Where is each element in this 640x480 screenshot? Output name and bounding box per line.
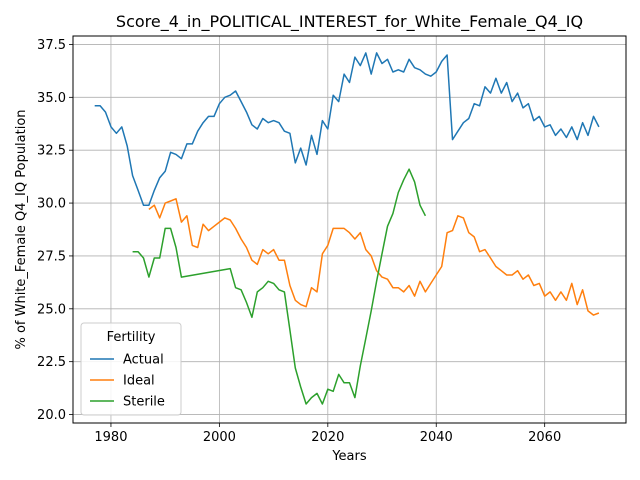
legend-box	[80, 322, 182, 416]
x-tick-label: 2000	[203, 430, 236, 445]
series-line-sterile	[132, 168, 427, 405]
x-axis-title: Years	[331, 449, 367, 464]
x-tick-label: 2020	[311, 430, 344, 445]
plot-frame	[72, 35, 627, 424]
y-tick-label: 22.5	[37, 355, 66, 370]
series-line-actual	[94, 52, 600, 206]
legend-title: Fertility	[107, 330, 156, 345]
legend-label-actual: Actual	[123, 353, 164, 368]
y-tick-label: 25.0	[37, 302, 66, 317]
y-axis-title: % of White_Female Q4_IQ Population	[14, 109, 29, 349]
y-tick-label: 20.0	[37, 408, 66, 423]
legend: Fertility Actual Ideal Sterile	[80, 322, 182, 416]
legend-label-sterile: Sterile	[123, 395, 165, 410]
y-tick-label: 35.0	[37, 91, 66, 106]
y-tick-label: 37.5	[37, 38, 66, 53]
x-tick-label: 2040	[420, 430, 453, 445]
legend-label-ideal: Ideal	[123, 374, 155, 389]
series-line-ideal	[148, 198, 600, 316]
series-layer	[94, 52, 600, 405]
x-axis: 1980 2000 2020 2040 2060	[94, 423, 561, 445]
y-tick-label: 27.5	[37, 249, 66, 264]
x-tick-label: 2060	[528, 430, 561, 445]
x-tick-label: 1980	[94, 430, 127, 445]
y-tick-label: 32.5	[37, 144, 66, 159]
y-tick-label: 30.0	[37, 197, 66, 212]
chart-title: Score_4_in_POLITICAL_INTEREST_for_White_…	[116, 12, 583, 32]
y-axis: 20.0 22.5 25.0 27.5 30.0 32.5 35.0 37.5	[37, 38, 73, 423]
grid	[73, 36, 626, 423]
